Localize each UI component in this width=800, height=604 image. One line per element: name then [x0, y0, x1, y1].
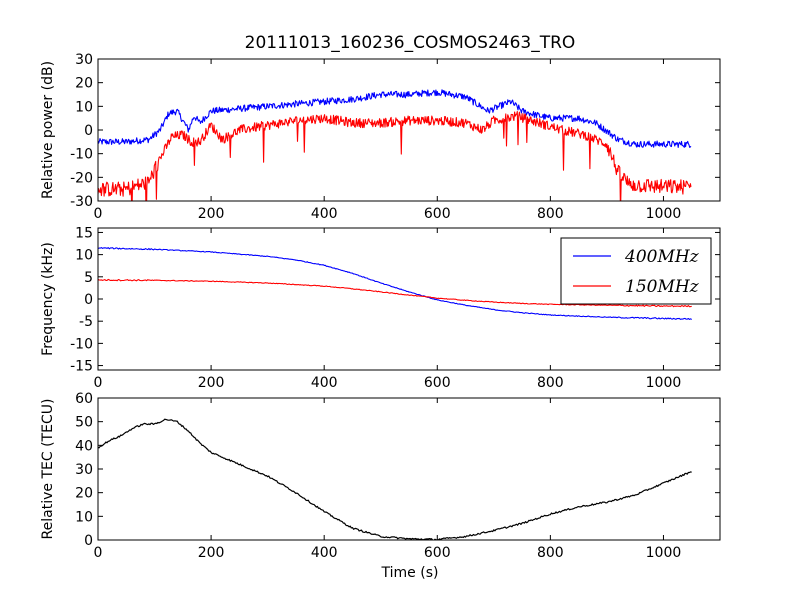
series-group	[98, 247, 692, 320]
panels: 0 200 400 600 800 1000-30-20-100102030Relativ…	[40, 52, 721, 561]
x-tick-label: 0	[94, 545, 103, 561]
x-tick-label: 200	[198, 375, 225, 391]
x-tick-label: 1000	[646, 206, 682, 222]
x-tick-label: 800	[537, 375, 564, 391]
x-axis-label: Time (s)	[381, 565, 439, 581]
legend-label: 400MHz	[624, 247, 700, 267]
series-group	[98, 89, 692, 201]
y-tick-label: -30	[70, 194, 93, 210]
x-tick-label: 800	[537, 206, 564, 222]
x-tick-label: 0	[94, 206, 103, 222]
y-axis-label: Relative TEC (TECU)	[40, 399, 56, 540]
x-tick-label: 800	[537, 545, 564, 561]
series-line-1	[98, 418, 692, 540]
series-line-1	[98, 247, 692, 320]
x-tick-label: 600	[424, 206, 451, 222]
series-group	[98, 418, 692, 540]
y-tick-label: 50	[75, 415, 93, 431]
x-tick-label: 200	[198, 545, 225, 561]
y-tick-label: 30	[75, 462, 93, 478]
x-tick-label: 400	[311, 545, 338, 561]
y-tick-label: -10	[70, 147, 93, 163]
chart-panel-2: 0 200 400 600 800 1000 -15 -10 -5 0 5 10 15 Frequency…	[40, 225, 721, 391]
y-tick-label: 10	[75, 99, 93, 115]
x-tick-label: 1000	[646, 375, 682, 391]
y-tick-label: -15	[70, 359, 93, 375]
y-tick-label: -10	[70, 336, 93, 352]
series-line-2	[98, 278, 692, 308]
y-tick-label: 0	[84, 123, 93, 139]
x-tick-label: 600	[424, 545, 451, 561]
x-tick-label: 400	[311, 206, 338, 222]
y-tick-label: 5	[84, 270, 93, 286]
legend-label: 150MHz	[625, 277, 700, 297]
x-tick-label: 600	[424, 375, 451, 391]
series-line-2	[98, 110, 692, 201]
y-tick-label: 0	[84, 533, 93, 549]
y-tick-label: 30	[75, 52, 93, 68]
x-tick-label: 400	[311, 375, 338, 391]
y-tick-label: 40	[75, 438, 93, 454]
y-tick-label: 20	[75, 76, 93, 92]
y-tick-label: 20	[75, 486, 93, 502]
x-tick-label: 200	[198, 206, 225, 222]
legend-box	[560, 237, 712, 305]
y-axis-label: Relative power (dB)	[40, 61, 56, 199]
legend: 400MHz 150MHz	[560, 237, 712, 305]
chart-title: 20111013_160236_COSMOS2463_TRO	[245, 33, 576, 53]
chart-panel-3: 0 200 400 600 800 1000 0 10 20 30 40 50 60 Relative T…	[40, 391, 721, 561]
series-line-1	[98, 89, 692, 148]
y-axis-label: Frequency (kHz)	[40, 242, 56, 356]
y-tick-label: 10	[75, 248, 93, 264]
x-tick-label: 0	[94, 375, 103, 391]
y-tick-label: 0	[84, 292, 93, 308]
x-tick-label: 1000	[646, 545, 682, 561]
axes-frame	[97, 397, 721, 541]
y-tick-label: 15	[75, 225, 93, 241]
y-tick-label: 60	[75, 391, 93, 407]
chart-panel-1: 0 200 400 600 800 1000 -30 -20 -10 0 10 20 30 Relativ…	[40, 52, 721, 222]
y-tick-label: -20	[70, 170, 93, 186]
y-tick-label: -5	[79, 314, 93, 330]
y-tick-label: 10	[75, 509, 93, 525]
